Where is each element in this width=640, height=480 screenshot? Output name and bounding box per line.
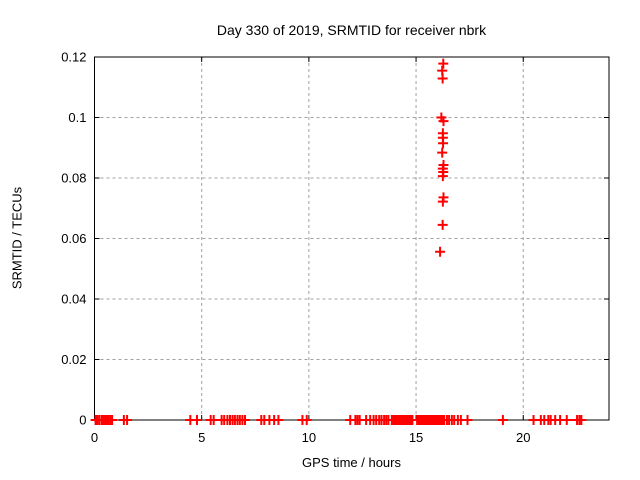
y-tick-label: 0.12	[61, 50, 86, 65]
data-point	[438, 138, 449, 149]
data-point	[462, 415, 473, 425]
plot-border	[94, 56, 610, 421]
data-point	[437, 171, 448, 182]
data-point	[191, 415, 202, 425]
data-point	[435, 246, 446, 257]
x-tick-label: 20	[516, 430, 530, 445]
x-tick-label: 10	[302, 430, 316, 445]
data-point	[497, 415, 508, 425]
y-tick-label: 0	[79, 413, 86, 428]
y-tick-label: 0.06	[61, 231, 86, 246]
data-point	[301, 415, 312, 425]
y-tick-label: 0.1	[68, 110, 86, 125]
data-point	[561, 415, 572, 425]
data-point	[437, 147, 448, 158]
x-axis-label: GPS time / hours	[302, 455, 401, 470]
x-tick-label: 15	[409, 430, 423, 445]
data-point	[107, 415, 118, 425]
x-tick-label: 5	[198, 430, 205, 445]
data-point	[438, 116, 449, 127]
data-point	[239, 415, 250, 425]
y-tick-label: 0.08	[61, 171, 86, 186]
x-tick-label: 0	[91, 430, 98, 445]
data-point	[273, 415, 284, 425]
data-point	[437, 73, 448, 84]
y-tick-label: 0.02	[61, 352, 86, 367]
data-point	[438, 58, 449, 69]
data-point	[576, 415, 587, 425]
data-point	[437, 219, 448, 230]
data-point	[437, 196, 448, 207]
data-point	[122, 415, 133, 425]
y-tick-label: 0.04	[61, 292, 86, 307]
chart-title: Day 330 of 2019, SRMTID for receiver nbr…	[216, 22, 487, 38]
